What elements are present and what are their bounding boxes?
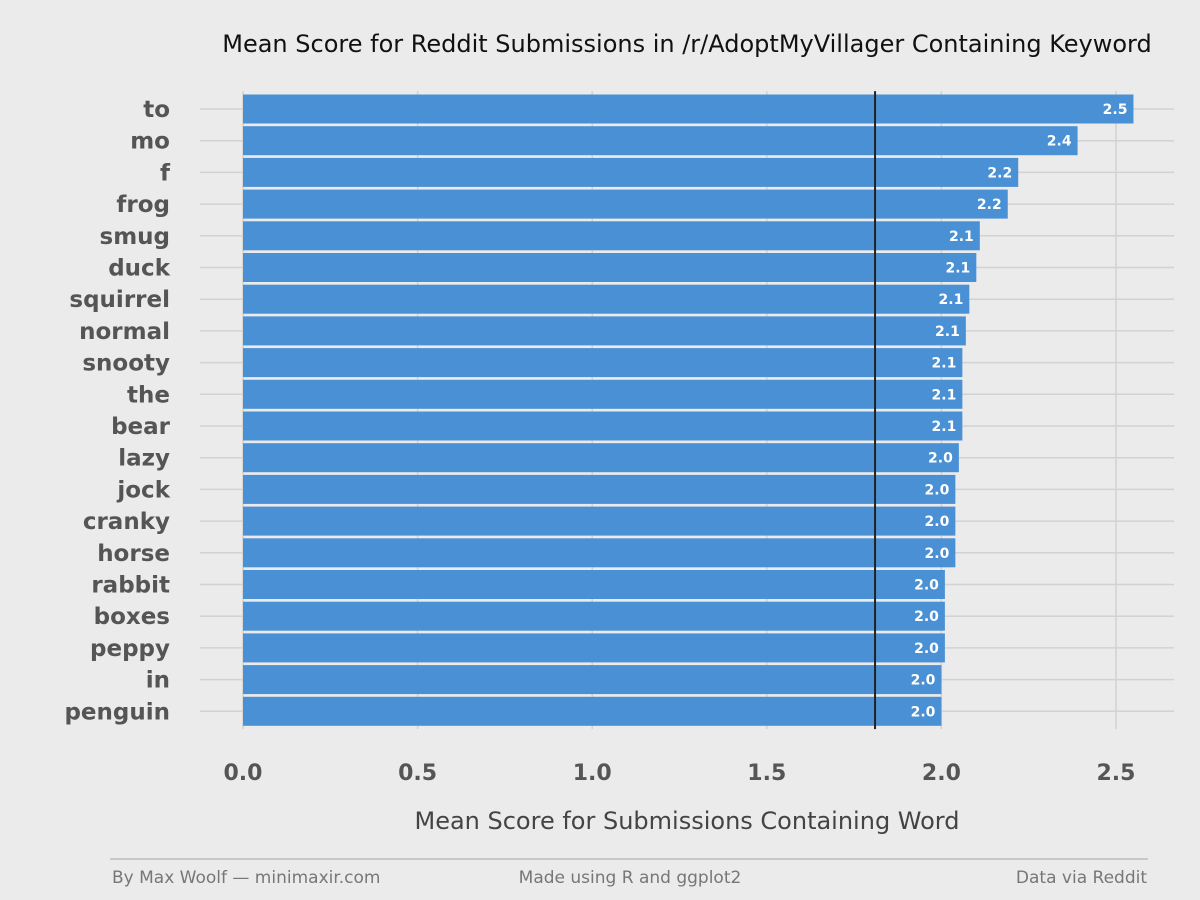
category-label: squirrel [69,287,170,313]
bar-frog [243,189,1008,219]
category-label-layer: to mo f frog smug duck squirrel normal snooty the… [64,97,171,725]
bar-value-label: 2.0 [911,673,936,689]
category-label: the [127,382,170,408]
category-label: normal [79,319,170,345]
bar-cranky [243,506,956,536]
x-axis-label: Mean Score for Submissions Containing Wo… [414,807,959,835]
category-label: horse [97,541,170,567]
category-label: mo [130,129,170,155]
bar-value-label: 2.0 [925,546,950,562]
bar-peppy [243,633,945,663]
bar-f [243,157,1019,187]
category-label: lazy [118,446,170,472]
value-label-layer: 2.52.42.22.22.12.12.12.12.12.12.12.02.02… [911,102,1128,720]
footer-credit: By Max Woolf — minimaxir.com [112,868,381,888]
bar-boxes [243,601,945,631]
bar-value-label: 2.0 [925,514,950,530]
category-label: rabbit [91,573,170,599]
category-label: boxes [94,604,170,630]
bar-smug [243,221,980,251]
x-tick-label: 0.0 [224,761,263,786]
bar-value-label: 2.1 [935,324,960,340]
bar-value-label: 2.0 [925,482,950,498]
bar-rabbit [243,570,945,599]
bar-value-label: 2.0 [914,609,939,625]
category-label: jock [116,477,170,503]
bar-value-label: 2.0 [914,578,939,594]
bar-to [243,94,1134,124]
bar-value-label: 2.4 [1047,134,1072,150]
bar-normal [243,316,966,346]
category-label: bear [111,414,171,440]
bar-value-label: 2.1 [949,229,974,245]
category-label: penguin [64,699,170,725]
footer-source: Data via Reddit [1016,868,1147,888]
x-tick-label: 2.5 [1097,761,1136,786]
bar-value-label: 2.1 [932,387,957,403]
bar-the [243,379,963,409]
bar-value-label: 2.0 [928,451,953,467]
category-label: cranky [83,509,170,535]
chart-title: Mean Score for Reddit Submissions in /r/… [222,30,1151,58]
bar-value-label: 2.5 [1103,102,1128,118]
category-label: to [143,97,170,123]
x-tick-label: 0.5 [398,761,437,786]
bar-horse [243,538,956,568]
bar-duck [243,253,977,282]
category-label: duck [108,256,170,282]
bar-value-label: 2.1 [932,419,957,435]
x-tick-label: 1.0 [573,761,612,786]
bar-value-label: 2.1 [932,356,957,372]
category-label: snooty [82,351,170,377]
bar-value-label: 2.0 [911,704,936,720]
category-label: peppy [90,636,170,662]
category-label: frog [116,192,170,218]
bar-value-label: 2.1 [946,261,971,277]
category-label: smug [100,224,171,250]
bar-value-label: 2.2 [977,197,1002,213]
bar-mo [243,126,1078,156]
category-label: in [146,668,170,694]
bar-value-label: 2.2 [987,165,1012,181]
category-label: f [160,160,171,186]
bar-snooty [243,348,963,378]
bar-value-label: 2.1 [939,292,964,308]
footer-tooling: Made using R and ggplot2 [519,868,742,888]
bar-penguin [243,696,942,726]
bar-squirrel [243,284,970,314]
x-tick-label: 2.0 [922,761,961,786]
bar-layer [243,94,1134,726]
bar-jock [243,474,956,504]
bar-value-label: 2.0 [914,641,939,657]
x-tick-label: 1.5 [747,761,786,786]
bar-bear [243,411,963,441]
bar-in [243,665,942,695]
x-tick-layer: 0.0 0.5 1.0 1.5 2.0 2.5 [224,761,1136,786]
bar-lazy [243,443,959,473]
